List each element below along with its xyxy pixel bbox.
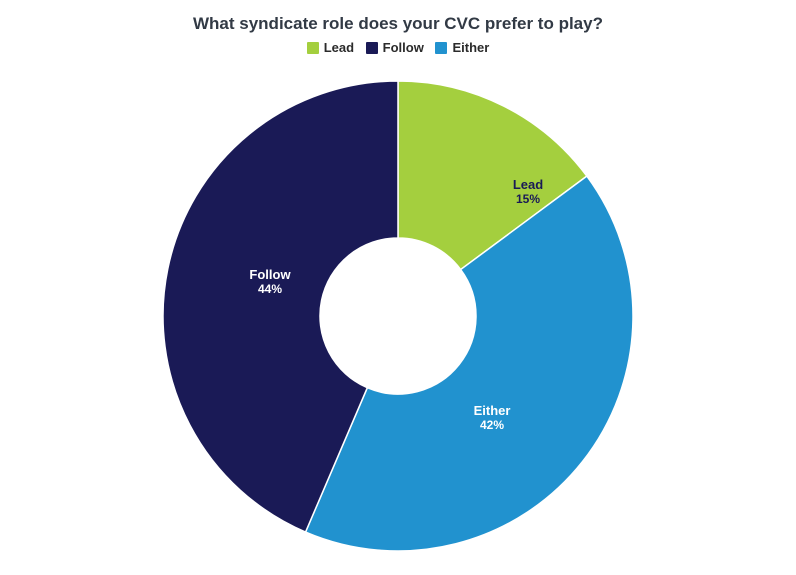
legend-swatch-either [435, 42, 447, 54]
svg-text:Either: Either [474, 403, 511, 418]
svg-text:Follow: Follow [249, 267, 291, 282]
svg-text:42%: 42% [480, 418, 504, 432]
legend-swatch-lead [307, 42, 319, 54]
legend-label-follow: Follow [383, 40, 424, 55]
svg-text:15%: 15% [516, 192, 540, 206]
donut-chart: What syndicate role does your CVC prefer… [0, 0, 796, 575]
donut-svg-holder: Lead15% Either42% Follow44% [0, 61, 796, 561]
svg-text:Lead: Lead [513, 177, 543, 192]
legend-item-follow: Follow [366, 40, 424, 55]
donut-svg: Lead15% Either42% Follow44% [0, 61, 796, 561]
legend-label-either: Either [452, 40, 489, 55]
chart-title: What syndicate role does your CVC prefer… [0, 0, 796, 34]
legend-item-either: Either [435, 40, 489, 55]
legend-label-lead: Lead [324, 40, 354, 55]
legend-item-lead: Lead [307, 40, 354, 55]
svg-text:44%: 44% [258, 282, 282, 296]
legend-swatch-follow [366, 42, 378, 54]
chart-legend: Lead Follow Either [0, 40, 796, 57]
slice-label-lead: Lead15% [513, 177, 543, 206]
